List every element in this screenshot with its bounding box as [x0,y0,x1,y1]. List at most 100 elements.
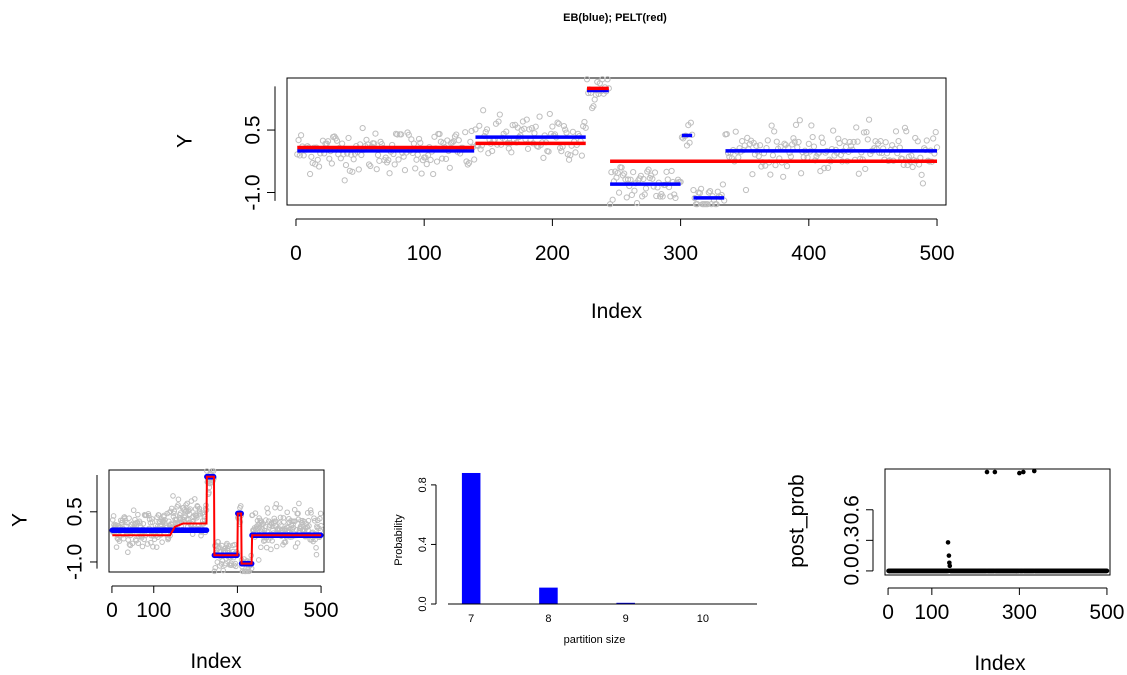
data-point [211,568,218,575]
data-point [704,201,711,208]
data-point [945,540,951,545]
y-tick-label: 0.4 [417,537,429,552]
x-tick-label: 100 [914,601,949,624]
data-point [749,171,756,178]
data-point [495,118,502,125]
data-point [824,164,832,172]
data-point [764,137,771,144]
data-point [810,143,818,150]
data-point [723,130,730,138]
data-point [795,138,802,146]
data-point [808,122,815,129]
data-point [171,508,178,515]
data-point [864,136,871,143]
data-point [449,139,456,146]
data-point [562,126,569,133]
data-point [992,469,998,475]
data-point [467,138,474,145]
data-point [113,544,120,550]
data-point [569,128,577,135]
x-tick-label: 200 [535,242,570,265]
data-point [862,165,869,173]
data-point [175,502,181,508]
plot-frame [884,468,1111,576]
data-point [395,156,402,163]
data-point [296,500,302,507]
data-point [1017,470,1022,476]
data-point [672,194,679,202]
data-point [908,152,915,159]
data-point [919,180,927,187]
data-point [560,122,568,130]
data-point [304,510,311,516]
data-point [153,544,160,550]
data-point [895,137,902,145]
data-point [182,508,189,515]
data-point [984,469,990,475]
data-point [311,518,318,524]
data-point [184,500,191,507]
data-point [889,142,896,149]
data-point [124,519,130,526]
y-tick-label: 0.0 [417,596,429,611]
data-point [232,563,239,570]
x-tick-label: 100 [407,242,442,265]
data-point [563,129,570,136]
data-point [476,122,483,129]
data-point [606,201,614,208]
data-point [140,520,147,527]
data-point [860,129,868,136]
y-axis-label: Y [9,513,32,527]
data-point [410,140,418,147]
data-point [854,138,861,145]
data-point [946,553,952,558]
data-point [809,133,816,141]
data-point [882,139,889,146]
data-point [212,564,219,571]
data-point [264,505,270,512]
data-point [531,130,538,137]
data-point [762,162,769,169]
data-point [651,169,659,176]
x-tick-label: 9 [623,613,629,625]
data-point [418,170,425,177]
data-point [863,129,870,136]
data-point [528,125,535,132]
data-point [627,176,634,183]
bar [616,602,635,604]
data-point [262,537,268,544]
data-point [398,131,405,138]
data-point [130,507,137,514]
data-point [614,169,621,177]
y-tick-label: -1.0 [64,544,87,580]
data-point [817,168,824,175]
data-point [604,76,611,83]
data-point [405,131,412,138]
data-point [269,523,276,530]
x-tick-label: 0 [106,599,118,622]
data-point [294,540,301,546]
data-point [735,154,742,161]
data-point [623,194,630,201]
data-point [149,519,156,525]
data-point [391,161,398,168]
data-point [446,164,453,171]
data-point [540,154,547,162]
x-tick-label: 500 [304,599,339,622]
data-point [273,501,280,507]
data-point [145,512,152,519]
data-point [641,191,648,198]
data-point [315,163,323,170]
x-tick-label: 500 [920,242,955,265]
data-point [663,168,670,175]
data-point [333,137,341,144]
panel-bottom-right: 0 100 300 500 0.00.30.6 Index post_prob [786,468,1124,675]
data-point [599,76,606,83]
data-point [771,128,778,135]
data-point [746,140,753,147]
data-point [414,151,421,158]
x-axis-label: partition size [564,634,626,646]
data-point [170,513,177,520]
data-point [314,156,321,163]
data-point [583,76,591,83]
